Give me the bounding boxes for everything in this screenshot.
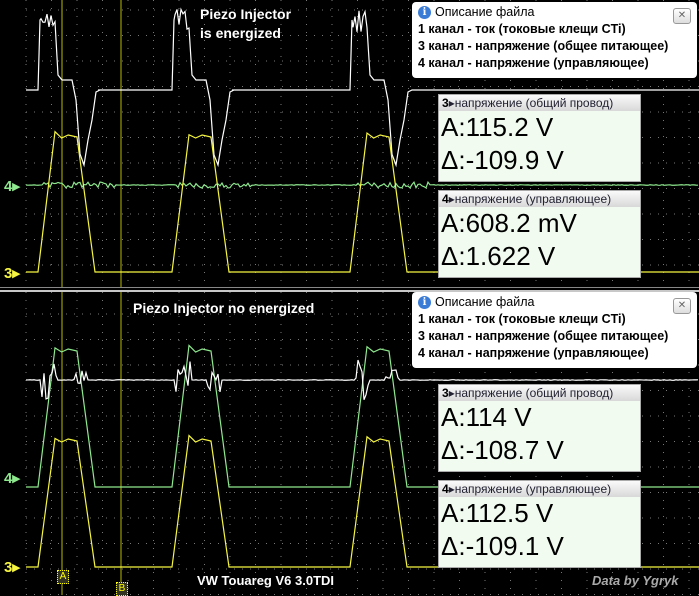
cursor-a-value: A:608.2 mV bbox=[439, 207, 640, 240]
caption-bottom: Piezo Injector no energized bbox=[133, 299, 314, 318]
cursor-b-handle[interactable]: B bbox=[116, 582, 128, 596]
channel-3-marker[interactable]: 3▸ bbox=[4, 264, 20, 282]
measurement-label: напряжение (общий провод) bbox=[455, 386, 614, 400]
scope-panel-bottom: Piezo Injector no energized 4▸ 3▸ i Описа… bbox=[0, 290, 699, 595]
delta-value: Δ:-108.7 V bbox=[439, 434, 640, 467]
credit-watermark: Data by Ygryk bbox=[592, 573, 678, 588]
close-button[interactable]: ✕ bbox=[673, 8, 691, 24]
channel-number: 3 bbox=[442, 96, 449, 110]
popup-title: Описание файла bbox=[435, 295, 534, 309]
caption-top: Piezo Injector is energized bbox=[200, 5, 291, 43]
channel-number: 3 bbox=[442, 386, 449, 400]
file-description-popup: i Описание файла ✕ 1 канал - ток (токовые… bbox=[412, 2, 697, 78]
info-icon: i bbox=[418, 296, 431, 309]
channel-4-marker[interactable]: 4▸ bbox=[4, 177, 20, 195]
caption-line-2: is energized bbox=[200, 24, 291, 43]
channel-number: 4 bbox=[442, 482, 449, 496]
scope-panel-top: Piezo Injector is energized 4▸ 3▸ i Описа… bbox=[0, 0, 699, 288]
info-icon: i bbox=[418, 6, 431, 19]
channel-4-marker[interactable]: 4▸ bbox=[4, 469, 20, 487]
channel-3-marker[interactable]: 3▸ bbox=[4, 558, 20, 576]
delta-value: Δ:-109.9 V bbox=[439, 144, 640, 177]
measurement-box-ch3[interactable]: 3▸напряжение (общий провод) A:115.2 V Δ:… bbox=[438, 94, 641, 182]
measurement-box-ch4[interactable]: 4▸напряжение (управляющее) A:112.5 V Δ:-… bbox=[438, 480, 641, 568]
caption-line-1: Piezo Injector bbox=[200, 5, 291, 24]
popup-title: Описание файла bbox=[435, 5, 534, 19]
delta-value: Δ:1.622 V bbox=[439, 240, 640, 273]
measurement-label: напряжение (управляющее) bbox=[455, 192, 611, 206]
close-button[interactable]: ✕ bbox=[673, 298, 691, 314]
description-line: 1 канал - ток (токовые клещи CTi) bbox=[418, 311, 691, 328]
description-line: 4 канал - напряжение (управляющее) bbox=[418, 345, 691, 362]
cursor-a-handle[interactable]: A bbox=[57, 570, 69, 584]
vehicle-label: VW Touareg V6 3.0TDI bbox=[197, 573, 334, 588]
channel-number: 4 bbox=[442, 192, 449, 206]
cursor-a-value: A:115.2 V bbox=[439, 111, 640, 144]
measurement-label: напряжение (общий провод) bbox=[455, 96, 614, 110]
description-line: 4 канал - напряжение (управляющее) bbox=[418, 55, 691, 72]
measurement-box-ch3[interactable]: 3▸напряжение (общий провод) A:114 V Δ:-1… bbox=[438, 384, 641, 472]
measurement-label: напряжение (управляющее) bbox=[455, 482, 611, 496]
description-line: 3 канал - напряжение (общее питающее) bbox=[418, 328, 691, 345]
measurement-box-ch4[interactable]: 4▸напряжение (управляющее) A:608.2 mV Δ:… bbox=[438, 190, 641, 278]
description-line: 3 канал - напряжение (общее питающее) bbox=[418, 38, 691, 55]
delta-value: Δ:-109.1 V bbox=[439, 530, 640, 563]
description-line: 1 канал - ток (токовые клещи CTi) bbox=[418, 21, 691, 38]
file-description-popup: i Описание файла ✕ 1 канал - ток (токовые… bbox=[412, 292, 697, 368]
cursor-a-value: A:112.5 V bbox=[439, 497, 640, 530]
channel-4-trace bbox=[26, 182, 698, 188]
cursor-a-value: A:114 V bbox=[439, 401, 640, 434]
